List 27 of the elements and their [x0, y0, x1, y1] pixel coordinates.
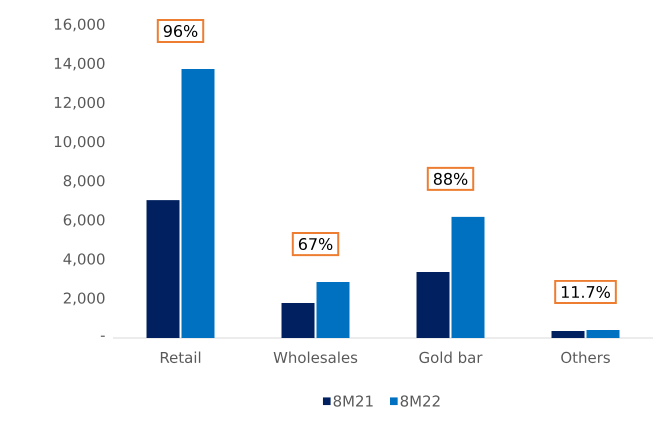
- bar: [552, 330, 585, 338]
- legend-label: 8M22: [400, 395, 440, 407]
- annotation: 96%: [164, 24, 198, 38]
- annotation: 11.7%: [562, 286, 610, 298]
- bar: [282, 302, 315, 338]
- y-tick-label: 8,000: [64, 175, 104, 188]
- annotation: 88%: [434, 172, 468, 185]
- y-tick-label: 16,000: [54, 18, 104, 32]
- bar: [452, 216, 485, 338]
- annotation: 67%: [298, 238, 332, 250]
- y-tick-label: 6,000: [64, 214, 104, 228]
- x-tick-label: Wholesales: [274, 352, 358, 364]
- legend-label: 8M21: [334, 395, 373, 407]
- x-tick-label: Gold bar: [419, 352, 482, 364]
- y-tick-label: 2,000: [64, 292, 104, 306]
- bar: [316, 282, 350, 338]
- bar: [416, 272, 450, 338]
- y-tick-label: 14,000: [54, 58, 104, 71]
- x-tick-label: Retail: [160, 352, 200, 364]
- y-tick-label: -: [100, 336, 105, 337]
- y-tick-label: 4,000: [63, 253, 104, 266]
- y-tick-label: 10,000: [54, 136, 104, 149]
- bar: [182, 69, 215, 338]
- x-tick-label: Others: [561, 352, 610, 364]
- bar: [146, 200, 180, 338]
- bar: [586, 330, 620, 338]
- y-tick-label: 12,000: [54, 96, 104, 110]
